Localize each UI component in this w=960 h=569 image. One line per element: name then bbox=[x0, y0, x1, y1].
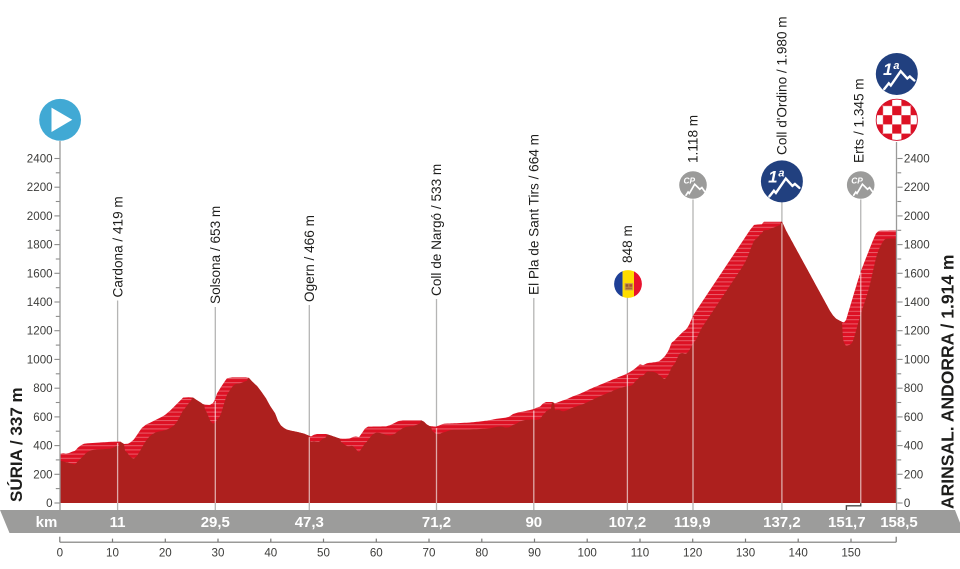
svg-text:CP: CP bbox=[851, 176, 863, 186]
svg-text:2400: 2400 bbox=[27, 153, 53, 166]
svg-text:1200: 1200 bbox=[27, 325, 53, 338]
svg-text:2400: 2400 bbox=[904, 153, 930, 166]
svg-text:km: km bbox=[36, 514, 58, 531]
svg-text:70: 70 bbox=[423, 547, 436, 560]
svg-text:1.118 m: 1.118 m bbox=[686, 115, 701, 163]
svg-text:80: 80 bbox=[475, 547, 488, 560]
svg-text:400: 400 bbox=[33, 440, 52, 453]
svg-text:1800: 1800 bbox=[904, 239, 930, 252]
svg-text:110: 110 bbox=[631, 547, 649, 560]
svg-text:Cardona / 419 m: Cardona / 419 m bbox=[110, 196, 125, 297]
svg-text:El Pla de Sant Tirs / 664 m: El Pla de Sant Tirs / 664 m bbox=[527, 134, 542, 295]
svg-text:0: 0 bbox=[57, 547, 63, 560]
svg-text:150: 150 bbox=[841, 547, 860, 560]
svg-text:11: 11 bbox=[110, 514, 126, 531]
svg-text:1200: 1200 bbox=[904, 325, 930, 338]
svg-text:90: 90 bbox=[528, 547, 541, 560]
svg-text:1600: 1600 bbox=[27, 267, 53, 280]
svg-text:2200: 2200 bbox=[27, 181, 53, 194]
svg-text:60: 60 bbox=[370, 547, 383, 560]
svg-text:1400: 1400 bbox=[27, 296, 53, 309]
svg-text:1ª: 1ª bbox=[883, 60, 899, 79]
svg-text:Ogern / 466 m: Ogern / 466 m bbox=[302, 215, 317, 302]
svg-text:600: 600 bbox=[904, 411, 923, 424]
svg-text:2000: 2000 bbox=[904, 210, 930, 223]
svg-text:1000: 1000 bbox=[904, 353, 930, 366]
svg-text:ARINSAL. ANDORRA / 1.914 m: ARINSAL. ANDORRA / 1.914 m bbox=[938, 255, 958, 509]
svg-text:800: 800 bbox=[33, 382, 52, 395]
svg-text:158,5: 158,5 bbox=[880, 514, 918, 531]
svg-text:1400: 1400 bbox=[904, 296, 930, 309]
svg-text:40: 40 bbox=[264, 547, 277, 560]
svg-text:800: 800 bbox=[904, 382, 923, 395]
svg-text:50: 50 bbox=[317, 547, 330, 560]
svg-text:137,2: 137,2 bbox=[763, 514, 801, 531]
svg-text:90: 90 bbox=[525, 514, 542, 531]
svg-text:600: 600 bbox=[33, 411, 52, 424]
svg-text:71,2: 71,2 bbox=[422, 514, 451, 531]
svg-text:1000: 1000 bbox=[27, 353, 53, 366]
svg-text:119,9: 119,9 bbox=[674, 514, 711, 531]
svg-text:120: 120 bbox=[683, 547, 702, 560]
svg-text:130: 130 bbox=[736, 547, 755, 560]
svg-text:1ª: 1ª bbox=[768, 167, 784, 186]
svg-text:29,5: 29,5 bbox=[201, 514, 230, 531]
svg-text:SÚRIA / 337 m: SÚRIA / 337 m bbox=[7, 387, 26, 502]
svg-text:151,7: 151,7 bbox=[828, 514, 866, 531]
svg-text:848 m: 848 m bbox=[620, 225, 635, 263]
svg-text:CP: CP bbox=[684, 176, 696, 186]
svg-text:47,3: 47,3 bbox=[295, 514, 324, 531]
svg-text:200: 200 bbox=[904, 468, 923, 481]
svg-text:Solsona / 653 m: Solsona / 653 m bbox=[208, 206, 223, 304]
svg-text:200: 200 bbox=[33, 468, 52, 481]
svg-text:0: 0 bbox=[46, 497, 52, 510]
svg-text:Coll de Nargó / 533 m: Coll de Nargó / 533 m bbox=[429, 164, 444, 296]
svg-text:30: 30 bbox=[212, 547, 225, 560]
svg-text:Coll d'Ordino / 1.980 m: Coll d'Ordino / 1.980 m bbox=[775, 16, 790, 155]
svg-text:20: 20 bbox=[159, 547, 172, 560]
svg-text:2000: 2000 bbox=[27, 210, 53, 223]
svg-text:100: 100 bbox=[578, 547, 597, 560]
svg-text:107,2: 107,2 bbox=[609, 514, 647, 531]
svg-text:10: 10 bbox=[106, 547, 119, 560]
svg-text:0: 0 bbox=[904, 497, 910, 510]
svg-text:140: 140 bbox=[789, 547, 808, 560]
svg-text:1800: 1800 bbox=[27, 239, 53, 252]
svg-text:400: 400 bbox=[904, 440, 923, 453]
svg-text:2200: 2200 bbox=[904, 181, 930, 194]
svg-text:Erts / 1.345 m: Erts / 1.345 m bbox=[851, 78, 866, 163]
svg-text:1600: 1600 bbox=[904, 267, 930, 280]
